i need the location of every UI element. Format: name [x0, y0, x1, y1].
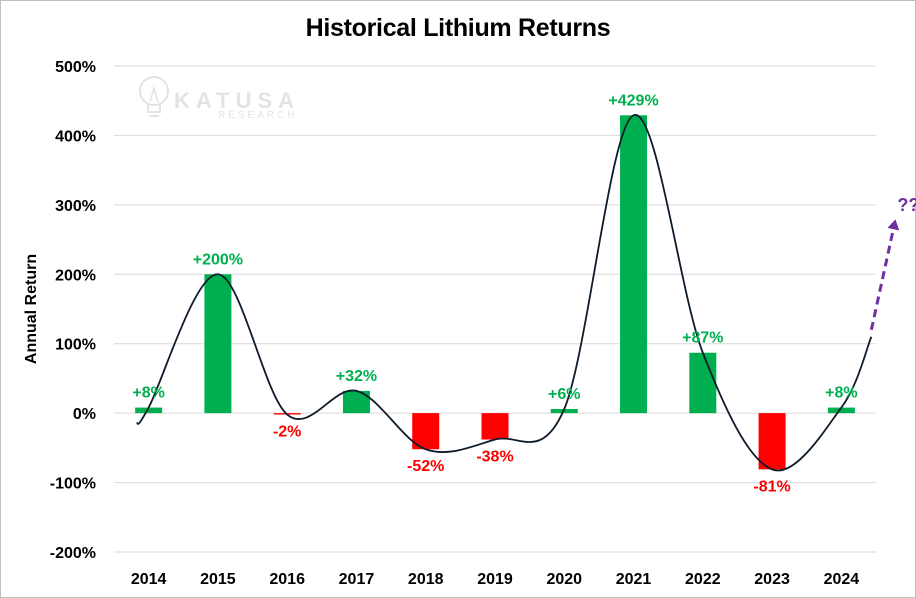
x-tick-label: 2014 — [131, 571, 167, 588]
x-tick-label: 2019 — [477, 571, 513, 588]
x-tick-label: 2015 — [200, 571, 236, 588]
y-tick-label: 300% — [55, 198, 96, 215]
forecast-arrow-head — [887, 219, 900, 231]
data-label: +8% — [825, 385, 857, 402]
data-label: -2% — [273, 424, 301, 441]
data-label: +8% — [132, 385, 164, 402]
y-tick-label: 200% — [55, 267, 96, 284]
y-axis-label: Annual Return — [23, 254, 40, 364]
y-tick-label: 500% — [55, 59, 96, 76]
bar — [342, 390, 370, 414]
data-label: +429% — [608, 92, 658, 109]
y-tick-label: 0% — [73, 406, 96, 423]
x-tick-label: 2016 — [269, 571, 305, 588]
forecast-arrow-line — [869, 228, 895, 331]
x-tick-label: 2021 — [616, 571, 652, 588]
y-tick-label: -100% — [50, 476, 96, 493]
bar — [620, 115, 648, 414]
data-label: +6% — [548, 386, 580, 403]
bar — [412, 413, 440, 450]
watermark-sub: RESEARCH — [218, 110, 298, 121]
x-tick-label: 2017 — [339, 571, 375, 588]
y-tick-label: -200% — [50, 545, 96, 562]
x-tick-label: 2020 — [546, 571, 582, 588]
bar — [689, 352, 717, 414]
y-tick-label: 100% — [55, 337, 96, 354]
bar — [135, 407, 163, 414]
watermark-logo: KATUSA RESEARCH — [136, 74, 295, 127]
bar — [204, 274, 232, 414]
data-label: -38% — [476, 449, 513, 466]
data-label: +200% — [193, 251, 243, 268]
forecast-annotation: ?? — [897, 195, 916, 215]
data-label: +32% — [336, 368, 377, 385]
data-label: +87% — [682, 330, 723, 347]
chart-title: Historical Lithium Returns — [305, 14, 611, 42]
x-tick-label: 2018 — [408, 571, 444, 588]
y-tick-label: 400% — [55, 128, 96, 145]
x-tick-label: 2022 — [685, 571, 721, 588]
x-tick-label: 2023 — [754, 571, 790, 588]
data-label: -52% — [407, 458, 444, 475]
trend-curve — [135, 114, 873, 472]
data-label: -81% — [753, 478, 790, 495]
bar — [827, 407, 855, 414]
bar — [481, 413, 509, 440]
watermark-name: KATUSA — [174, 88, 301, 113]
lightbulb-icon — [139, 76, 169, 117]
bar — [758, 413, 786, 470]
x-tick-label: 2024 — [824, 571, 860, 588]
